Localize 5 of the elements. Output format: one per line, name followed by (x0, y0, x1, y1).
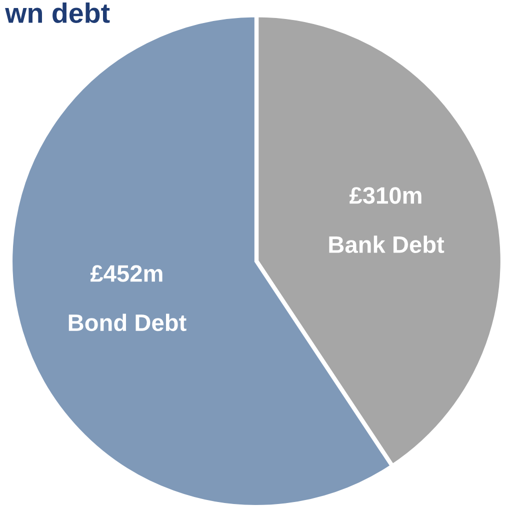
data-label: £310m (350, 187, 422, 204)
slice-label: Bank Debt (329, 236, 444, 254)
chart-title: wn debt (5, 2, 110, 23)
data-label: £452m (90, 265, 162, 282)
slice-label: Bond Debt (68, 314, 186, 332)
